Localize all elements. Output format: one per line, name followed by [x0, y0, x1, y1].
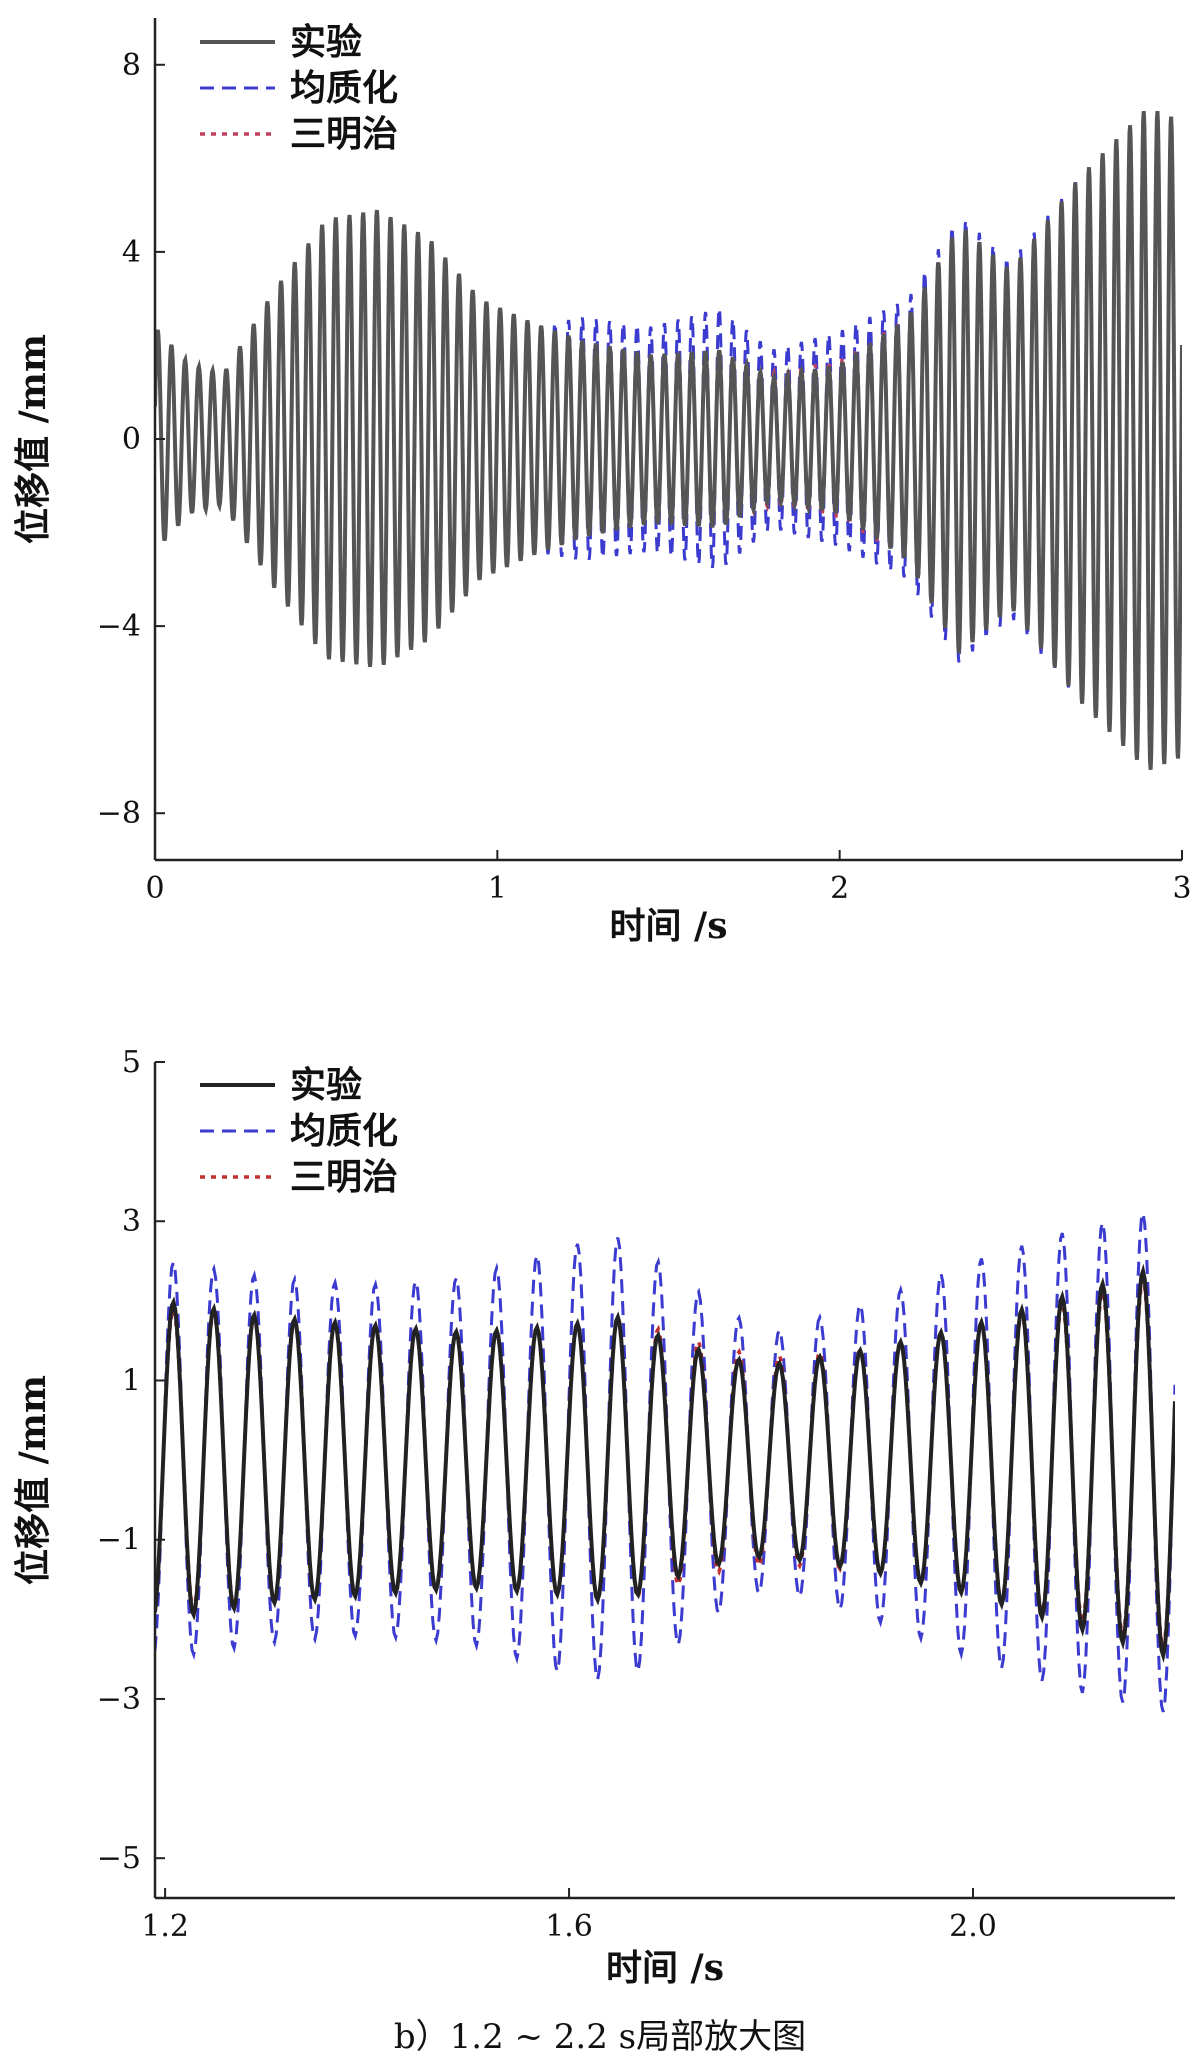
legend-label: 实验 [290, 1064, 362, 1106]
y-tick-label: −4 [97, 609, 141, 644]
y-tick-label: 0 [122, 422, 141, 457]
figure-caption: b）1.2 ~ 2.2 s局部放大图 [394, 2017, 806, 2057]
y-tick-label: −8 [97, 796, 141, 831]
x-axis-label: 时间 /s [610, 905, 728, 947]
series-line-实验 [155, 1263, 1175, 1664]
legend-label: 三明治 [290, 113, 398, 155]
y-tick-label: 5 [122, 1045, 141, 1080]
legend-label: 三明治 [290, 1156, 398, 1198]
x-tick-label: 3 [1172, 871, 1191, 906]
y-tick-label: −5 [97, 1841, 141, 1876]
y-tick-label: 4 [122, 235, 141, 270]
legend-label: 均质化 [290, 67, 398, 109]
y-tick-label: −1 [97, 1523, 141, 1558]
y-axis-label: 位移值 /mm [12, 334, 54, 544]
x-axis-label: 时间 /s [606, 1947, 724, 1989]
series-line-均质化 [155, 1212, 1175, 1713]
y-axis-label: 位移值 /mm [12, 1375, 54, 1585]
series-line-实验 [155, 110, 1182, 770]
x-tick-label: 1.2 [141, 1909, 189, 1944]
x-tick-label: 2.0 [949, 1909, 997, 1944]
x-tick-label: 1.6 [545, 1909, 593, 1944]
y-tick-label: 3 [122, 1204, 141, 1239]
x-tick-label: 0 [145, 871, 164, 906]
y-tick-label: 8 [122, 48, 141, 83]
y-tick-label: 1 [122, 1363, 141, 1398]
series-line-三明治 [155, 1272, 1175, 1654]
x-tick-label: 1 [488, 871, 507, 906]
x-tick-label: 2 [830, 871, 849, 906]
legend-label: 实验 [290, 21, 362, 63]
y-tick-label: −3 [97, 1682, 141, 1717]
legend-label: 均质化 [290, 1110, 398, 1152]
